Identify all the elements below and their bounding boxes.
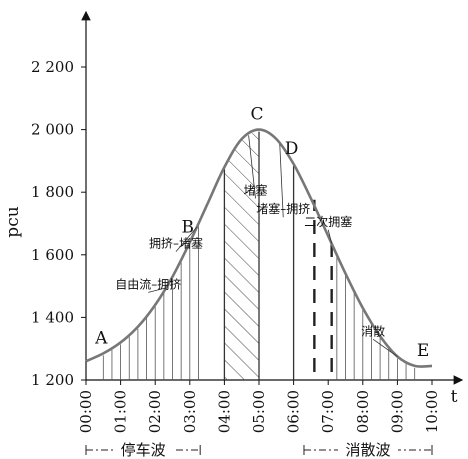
secondary-congestion-lines [313,199,333,372]
phase-label-bg [337,439,398,459]
phase-label: 消散波 [345,441,390,459]
phase-label-bg [113,439,174,459]
annotation-label: 二次拥塞 [304,214,352,229]
annotation-leader [327,229,333,244]
annotation-leader [175,226,198,252]
x-ticks: 00:00 01:00 02:00 03:00 04:00 05:00 06:00 07:00… [77,380,441,433]
annotation-leader [372,338,398,357]
phase-label: 停车波 [121,441,166,459]
x-tick-label: 04:00 [215,390,233,433]
x-tick-label: 08:00 [354,390,372,433]
point-label: C [250,105,263,125]
annotation-label: 堵塞 [244,182,268,197]
x-tick-label: 05:00 [250,390,268,433]
point-label: A [94,328,108,348]
y-tick-label: 2 200 [31,58,74,76]
y-ticks: 1 200 1 400 1 600 1 800 2 000 2 200 [31,58,86,389]
point-label: B [182,217,195,237]
annotation-label: 堵塞–拥挤 [256,201,310,216]
x-tick-label: 06:00 [285,390,303,433]
y-tick-label: 1 200 [31,371,74,389]
x-tick-label: 00:00 [77,390,95,433]
y-tick-label: 1 400 [31,308,74,326]
time-slice-lines [102,131,416,380]
point-label: D [285,139,299,159]
x-tick-label: 01:00 [112,390,130,433]
flow-curve [85,128,433,368]
y-tick-label: 1 800 [31,183,74,201]
x-axis-label: t [451,387,458,407]
y-axis-label: pcu [3,206,23,237]
x-tick-label: 03:00 [181,390,199,433]
x-tick-label: 10:00 [423,390,441,433]
curve-points: A B C D E [94,105,429,361]
point-label: E [417,341,429,361]
phase-ranges: 停车波 消散波 [85,439,433,459]
y-tick-label: 1 600 [31,246,74,264]
annotation-leader [248,135,256,199]
annotation-leader [148,287,166,293]
annotation-label: 自由流–拥挤 [115,276,181,291]
annotation-label: 消散 [361,323,385,338]
hatched-region [224,129,259,380]
x-tick-label: 07:00 [319,390,337,433]
x-tick-label: 02:00 [146,390,164,433]
y-tick-label: 2 000 [31,121,74,139]
annotation-label: 拥挤–堵塞 [149,236,203,251]
hatched-area [224,129,259,380]
x-tick-label: 09:00 [388,390,406,433]
annotation-leader [279,143,284,218]
